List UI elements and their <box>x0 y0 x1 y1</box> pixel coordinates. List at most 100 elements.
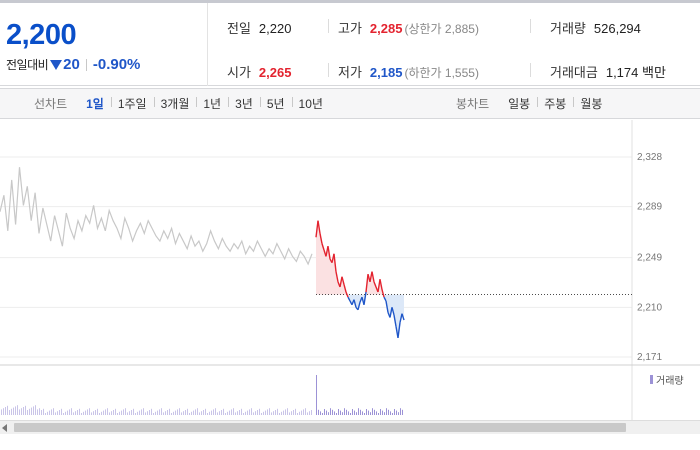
change-rate: -0.90% <box>92 56 141 73</box>
up-area <box>326 246 328 295</box>
volume-bar <box>293 410 294 415</box>
volume-bar <box>352 409 353 415</box>
price-segment <box>321 243 325 251</box>
tab-daily-candle[interactable]: 일봉 <box>508 97 531 111</box>
volume-bar <box>334 411 335 415</box>
scroll-left-arrow-icon[interactable] <box>2 424 7 432</box>
volume-bar <box>203 410 204 415</box>
volume-bar <box>241 408 242 415</box>
price-chart[interactable]: 2,328 2,289 2,249 2,210 2,171 <box>0 120 700 420</box>
volume-bar <box>87 409 88 415</box>
volume-bar <box>322 413 323 415</box>
volume-bar <box>402 409 403 415</box>
tab-3months[interactable]: 3개월 <box>153 95 197 112</box>
price-segment <box>345 291 349 298</box>
volume-bar <box>17 405 18 415</box>
tab-10years[interactable]: 10년 <box>291 95 330 112</box>
volume-legend-label: 거래량 <box>656 376 684 387</box>
price-segment <box>327 246 331 260</box>
volume-bar <box>338 409 339 415</box>
stat-prev-close: 전일 2,220 <box>227 21 292 36</box>
volume-bar <box>380 409 381 415</box>
up-area <box>320 233 322 295</box>
lower-limit: (하한가 1,555) <box>404 66 479 80</box>
stock-summary-header: 2,200 전일대비 20 -0.90% 전일 2,220 고가 2,285 (상한가… <box>0 0 700 86</box>
volume-bar <box>295 408 296 415</box>
volume-bar <box>281 411 282 415</box>
volume-bar <box>49 410 50 415</box>
volume-bar <box>153 413 154 415</box>
volume-bar <box>378 413 379 415</box>
volume-bar <box>39 408 40 415</box>
volume-bar <box>364 413 365 415</box>
volume-bar <box>253 412 254 415</box>
volume-bar <box>394 409 395 415</box>
volume-bar <box>211 410 212 415</box>
volume-bar <box>400 408 401 415</box>
volume-bar <box>15 406 16 415</box>
tab-5years[interactable]: 5년 <box>259 95 292 112</box>
volume-bar <box>237 411 238 415</box>
volume-bar <box>53 408 54 415</box>
scrollbar-thumb[interactable] <box>14 423 626 432</box>
volume-bar <box>121 410 122 415</box>
upper-limit: (상한가 2,885) <box>404 22 479 36</box>
tab-1year[interactable]: 1년 <box>196 95 228 112</box>
volume-bar <box>277 408 278 415</box>
volume-bar <box>179 408 180 415</box>
tab-weekly-candle[interactable]: 주봉 <box>537 95 573 112</box>
volume-bar <box>247 410 248 415</box>
volume-bar <box>191 411 192 415</box>
divider <box>328 19 329 33</box>
volume-bar <box>311 410 312 415</box>
volume-bar <box>235 412 236 415</box>
volume-bar <box>386 408 387 415</box>
volume-bar <box>93 411 94 415</box>
tab-1week[interactable]: 1주일 <box>110 95 154 112</box>
volume-bar <box>105 409 106 415</box>
up-area <box>316 220 318 295</box>
price-segment <box>353 299 357 308</box>
volume-bar <box>374 409 375 415</box>
trade-value: 1,174 백만 <box>605 65 666 80</box>
y-tick-label: 2,289 <box>637 202 662 213</box>
volume-bar <box>83 411 84 415</box>
volume-bar <box>41 410 42 415</box>
volume-bar <box>358 408 359 415</box>
volume-bar <box>79 408 80 415</box>
volume-bar <box>157 410 158 415</box>
tab-monthly-candle[interactable]: 월봉 <box>573 95 609 112</box>
volume-bar <box>123 409 124 415</box>
tab-3years[interactable]: 3년 <box>228 95 260 112</box>
volume-bar <box>133 408 134 415</box>
tab-1day[interactable]: 1일 <box>86 97 104 111</box>
volume-bar <box>346 409 347 415</box>
volume-bar <box>145 412 146 415</box>
volume-bar <box>107 408 108 415</box>
volume-bar <box>43 408 44 415</box>
volume-bar <box>316 375 317 415</box>
volume-bar <box>149 410 150 415</box>
volume-bar <box>13 407 14 415</box>
down-area <box>398 294 400 338</box>
change-row: 전일대비 20 -0.90% <box>6 56 140 73</box>
volume-bar <box>143 408 144 415</box>
volume-bar <box>117 413 118 415</box>
volume-bar <box>215 408 216 415</box>
volume-bar <box>55 412 56 415</box>
volume-bar <box>183 411 184 415</box>
volume-bar <box>259 408 260 415</box>
volume-bar <box>171 413 172 415</box>
volume-bar <box>318 409 319 415</box>
volume-bar <box>25 405 26 415</box>
current-price: 2,200 <box>6 19 77 51</box>
price-segment <box>347 296 351 302</box>
horizontal-scrollbar[interactable] <box>0 420 700 434</box>
volume-bar <box>73 412 74 415</box>
volume-bar <box>249 409 250 415</box>
volume-bar <box>97 408 98 415</box>
divider <box>530 63 531 77</box>
up-area <box>322 243 324 295</box>
volume-bar <box>99 413 100 415</box>
open-value: 2,265 <box>258 65 292 80</box>
